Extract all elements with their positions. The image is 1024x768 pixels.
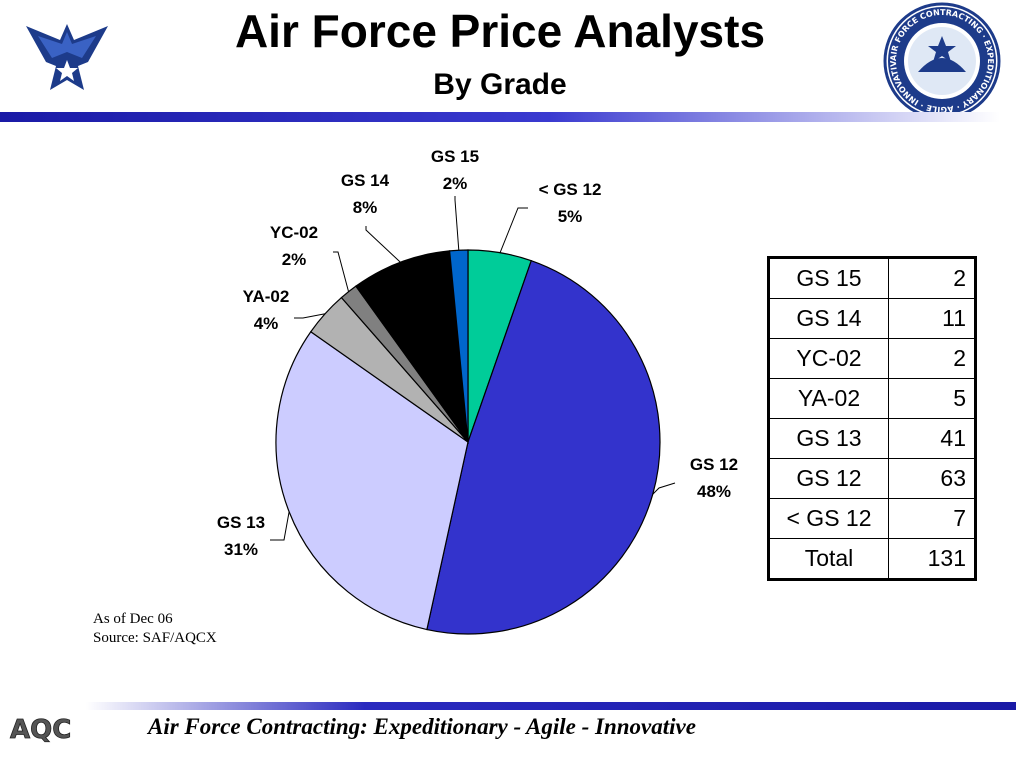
- table-row: GS 15 2: [768, 257, 976, 299]
- table-row: GS 14 11: [768, 298, 976, 339]
- slice-percent-label: 5%: [558, 207, 583, 226]
- pie-slice-gs-15: [448, 249, 469, 443]
- table-cell-count: 2: [888, 257, 976, 299]
- table-cell-count: 2: [888, 338, 976, 379]
- slice-label: < GS 12: [539, 180, 602, 199]
- table-cell-count: 63: [888, 458, 976, 499]
- slice-label: GS 15: [431, 147, 479, 166]
- pie-slice-gs-14: [355, 250, 469, 445]
- table-cell-grade: GS 13: [768, 418, 889, 459]
- slice-label: YA-02: [243, 287, 290, 306]
- table-cell-grade: GS 14: [768, 298, 889, 339]
- table-cell-count: 11: [888, 298, 976, 339]
- table-row: YC-02 2: [768, 338, 976, 379]
- aqc-logo-text: AQC: [10, 715, 71, 745]
- slice-label: GS 13: [217, 513, 265, 532]
- leader-line: [499, 207, 528, 253]
- bottom-gradient-band: [86, 702, 1016, 710]
- table-row: Total 131: [768, 538, 976, 580]
- slice-percent-label: 48%: [697, 482, 731, 501]
- table-row: YA-02 5: [768, 378, 976, 419]
- footer-tagline: Air Force Contracting: Expeditionary - A…: [148, 714, 696, 739]
- as-of-date: As of Dec 06: [93, 611, 173, 627]
- table-row: GS 13 41: [768, 418, 976, 459]
- air-force-contracting-seal: AIR FORCE CONTRACTING · EXPEDITIONARY · …: [880, 2, 1001, 120]
- air-force-logo: [26, 24, 108, 90]
- table-cell-grade: < GS 12: [768, 498, 889, 539]
- page-subtitle: By Grade: [433, 68, 567, 101]
- table-cell-count: 41: [888, 418, 976, 459]
- source-note: As of Dec 06 Source: SAF/AQCX: [93, 610, 217, 648]
- table-cell-count: 131: [888, 538, 976, 580]
- slice-percent-label: 31%: [224, 540, 258, 559]
- table-cell-count: 5: [888, 378, 976, 419]
- source-text: Source: SAF/AQCX: [93, 630, 217, 646]
- table-cell-grade: GS 12: [768, 458, 889, 499]
- leader-line: [270, 511, 290, 541]
- table-cell-grade: YC-02: [768, 338, 889, 379]
- table-cell-grade: YA-02: [768, 378, 889, 419]
- leader-line: [294, 313, 326, 319]
- table-cell-count: 7: [888, 498, 976, 539]
- leader-line: [365, 226, 401, 263]
- page-title: Air Force Price Analysts: [234, 5, 766, 57]
- leader-line: [652, 482, 676, 495]
- table-row: < GS 12 7: [768, 498, 976, 539]
- leader-line: [454, 196, 460, 251]
- slice-label: GS 12: [690, 455, 738, 474]
- slice-percent-label: 2%: [282, 250, 307, 269]
- aqc-logo: AQC: [10, 715, 72, 746]
- grade-count-table: GS 15 2 GS 14 11 YC-02 2 YA-02 5 GS 13 41 GS 12 63 <…: [767, 256, 977, 581]
- slice-label: GS 14: [341, 171, 390, 190]
- slice-percent-label: 4%: [254, 314, 279, 333]
- table-cell-grade: GS 15: [768, 257, 889, 299]
- pie-slice-gs-12: [426, 259, 661, 635]
- slice-label: YC-02: [270, 223, 318, 242]
- table-row: GS 12 63: [768, 458, 976, 499]
- table-cell-grade: Total: [768, 538, 889, 580]
- top-gradient-band: [0, 112, 1000, 122]
- leader-line: [333, 251, 350, 292]
- pie-slice-gs-13: [275, 330, 469, 631]
- slice-percent-label: 8%: [353, 198, 378, 217]
- slice-percent-label: 2%: [443, 174, 468, 193]
